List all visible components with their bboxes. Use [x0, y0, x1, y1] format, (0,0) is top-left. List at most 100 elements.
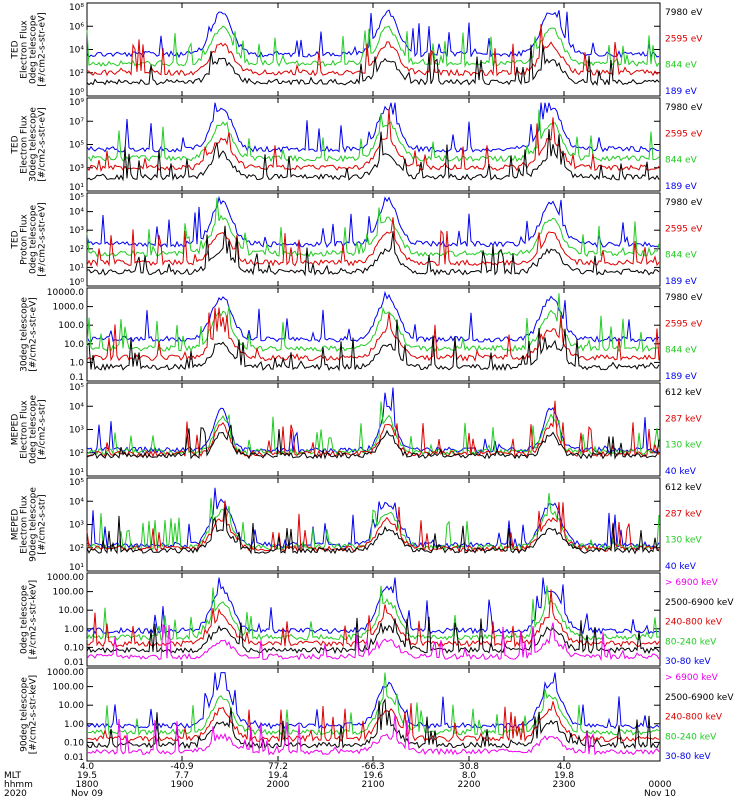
- y-tick-label: 1.00: [64, 720, 84, 730]
- y-axis-label-line: [#/cm2-s-str]: [38, 494, 48, 554]
- panel-frame: [86, 382, 661, 477]
- y-axis-label-line: 0deg telescope: [29, 205, 39, 275]
- data-series-line: [86, 585, 660, 642]
- y-axis-label-line: 0deg telescope: [20, 585, 30, 655]
- legend-entry: 844 eV: [665, 251, 698, 261]
- y-tick-label: 10¹: [69, 183, 84, 193]
- legend-entry: 2500-6900 keV: [665, 598, 734, 608]
- data-series-line: [86, 197, 660, 258]
- legend-entry: > 6900 keV: [665, 578, 719, 588]
- y-axis-label-line: Electron Flux: [20, 115, 30, 174]
- data-series-line: [86, 400, 660, 458]
- y-tick-label: 1000.00: [47, 668, 84, 678]
- legend-entry: 189 eV: [665, 182, 698, 192]
- x-axis-row-label: MLT: [4, 771, 22, 781]
- legend-entry: 7980 eV: [665, 103, 703, 113]
- y-axis-label-line: [#/cm2-s-str-keV]: [29, 675, 39, 754]
- y-axis-label-line: 0deg telescope: [29, 15, 39, 85]
- y-tick-label: 1.0: [70, 358, 85, 368]
- x-tick-top-label: -66.3: [361, 762, 384, 772]
- y-axis-label-line: TED: [11, 135, 21, 154]
- y-tick-label: 10²: [69, 69, 84, 79]
- x-tick-mlt-label: 8.0: [462, 771, 477, 781]
- y-axis-label-line: 0deg telescope: [29, 395, 39, 465]
- x-tick-mlt-label: 19.4: [268, 771, 288, 781]
- y-tick-label: 100.00: [53, 588, 85, 598]
- y-axis-label-line: 90deg telescope: [20, 677, 30, 752]
- y-tick-label: 10.00: [58, 606, 84, 616]
- legend-entry: 80-240 keV: [665, 637, 717, 647]
- legend-entry: 130 keV: [665, 536, 702, 546]
- data-series-line: [86, 319, 660, 372]
- data-series-line: [86, 217, 660, 268]
- y-tick-label: 0.10: [64, 738, 84, 748]
- y-tick-label: 10⁸: [69, 3, 84, 13]
- data-series-line: [86, 387, 660, 455]
- y-tick-label: 10⁵: [69, 193, 84, 203]
- data-series-line: [86, 672, 660, 737]
- legend-entry: 189 eV: [665, 372, 698, 382]
- y-tick-label: 10³: [69, 226, 84, 236]
- legend-entry: 189 eV: [665, 277, 698, 287]
- y-tick-label: 10.00: [58, 701, 84, 711]
- x-tick-date-label: Nov 09: [71, 789, 103, 799]
- data-series-line: [86, 507, 660, 555]
- y-tick-label: 0.10: [64, 643, 84, 653]
- data-series-line: [86, 500, 660, 553]
- y-tick-label: 0.01: [64, 753, 84, 763]
- x-tick-time-label: 2000: [267, 780, 290, 790]
- y-axis-label: 30deg telescope [#/cm2-s-str-eV]: [20, 297, 39, 372]
- data-series-line: [86, 589, 660, 649]
- legend-entry: 7980 eV: [665, 198, 703, 208]
- x-tick-mlt-label: 7.7: [175, 771, 189, 781]
- legend-entry: 130 keV: [665, 441, 702, 451]
- y-axis-label: TED Proton Flux 0deg telescope [#/cm2-s-str…: [11, 202, 48, 277]
- data-series-line: [86, 401, 660, 457]
- legend-entry: 240-800 keV: [665, 713, 723, 723]
- legend-entry: 7980 eV: [665, 293, 703, 303]
- y-tick-label: 100.00: [53, 683, 85, 693]
- y-axis-label: MEPED Electron Flux 90deg telescope [#/cm2-…: [11, 487, 48, 562]
- y-axis-label: TED Electron Flux 30deg telescope [#/cm2-s-…: [11, 107, 48, 182]
- y-axis-label-line: [#/cm2-s-str-keV]: [29, 580, 39, 659]
- legend-entry: 80-240 keV: [665, 732, 717, 742]
- y-tick-label: 10000.0: [47, 288, 84, 298]
- data-series-line: [86, 102, 660, 154]
- legend-entry: > 6900 keV: [665, 673, 719, 683]
- y-axis-label-line: TED: [11, 40, 21, 59]
- legend-entry: 2595 eV: [665, 319, 703, 329]
- y-tick-label: 0.01: [64, 658, 84, 668]
- data-series-line: [86, 714, 660, 756]
- y-tick-label: 10⁵: [69, 141, 84, 151]
- y-tick-label: 10⁶: [69, 22, 84, 32]
- y-axis-label-line: [#/cm2-s-str-eV]: [38, 12, 48, 87]
- x-tick-mlt-label: 19.8: [554, 771, 574, 781]
- data-series-line: [86, 622, 660, 662]
- y-tick-label: 10³: [69, 426, 84, 436]
- y-tick-label: 10³: [69, 164, 84, 174]
- x-tick-time-label: 1900: [171, 780, 194, 790]
- x-tick-top-label: 4.0: [557, 762, 572, 772]
- x-tick-time-label: 2200: [458, 780, 481, 790]
- legend-entry: 612 keV: [665, 388, 702, 398]
- y-tick-label: 10⁴: [69, 46, 84, 56]
- data-series-line: [86, 25, 660, 68]
- y-tick-label: 10⁵: [69, 383, 84, 393]
- data-series-line: [86, 424, 660, 460]
- y-tick-label: 10⁴: [69, 497, 84, 507]
- data-series-line: [86, 108, 660, 173]
- y-tick-label: 10²: [69, 245, 84, 255]
- legend-entry: 844 eV: [665, 346, 698, 356]
- y-axis-label-line: MEPED: [11, 414, 21, 446]
- x-axis-row-label: hhmm: [4, 780, 33, 790]
- legend-entry: 287 keV: [665, 414, 702, 424]
- data-series-line: [86, 44, 660, 87]
- y-axis-label-line: [#/cm2-s-str-eV]: [38, 202, 48, 277]
- y-tick-label: 1000.00: [47, 573, 84, 583]
- x-tick-date-label: Nov 10: [644, 789, 676, 799]
- y-tick-label: 10⁹: [69, 98, 84, 108]
- legend-entry: 30-80 keV: [665, 657, 711, 667]
- y-tick-label: 10¹: [69, 468, 84, 478]
- legend-entry: 844 eV: [665, 156, 698, 166]
